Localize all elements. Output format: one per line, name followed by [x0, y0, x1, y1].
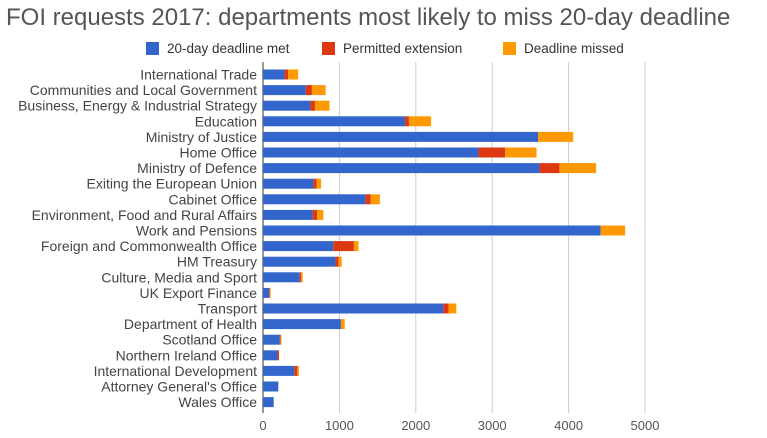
- category-label-cabinet-office: Cabinet Office: [169, 191, 258, 207]
- bar-ministry-of-justice-deadline-missed: [538, 131, 574, 142]
- x-tick-label-1000: 1000: [325, 418, 354, 433]
- category-label-attorney-general-s-office: Attorney General's Office: [101, 379, 257, 395]
- category-label-work-and-pensions: Work and Pensions: [136, 223, 257, 239]
- bar-cabinet-office-deadline-missed: [370, 194, 380, 205]
- bar-education-deadline-missed: [408, 116, 432, 127]
- bar-ministry-of-justice-20-day-deadline-met: [263, 131, 539, 142]
- bar-international-development-20-day-deadline-met: [263, 365, 295, 376]
- bar-exiting-the-european-union-20-day-deadline-met: [263, 178, 314, 189]
- bar-cabinet-office-20-day-deadline-met: [263, 194, 366, 205]
- bar-department-of-health-deadline-missed: [340, 319, 345, 330]
- bar-ministry-of-defence-20-day-deadline-met: [263, 163, 540, 174]
- category-label-international-trade: International Trade: [140, 67, 257, 83]
- category-label-exiting-the-european-union: Exiting the European Union: [87, 176, 257, 192]
- bar-international-development-deadline-missed: [297, 365, 299, 376]
- x-tick-label-0: 0: [259, 418, 266, 433]
- bar-environment-food-and-rural-affairs-permitted-extension: [312, 209, 318, 220]
- bar-uk-export-finance-deadline-missed: [269, 287, 271, 298]
- category-label-foreign-and-commonwealth-office: Foreign and Commonwealth Office: [41, 238, 257, 254]
- bar-northern-ireland-office-permitted-extension: [277, 350, 280, 361]
- legend-item-deadline-met: 20-day deadline met: [146, 41, 289, 56]
- bar-foreign-and-commonwealth-office-deadline-missed: [353, 241, 359, 252]
- category-label-hm-treasury: HM Treasury: [177, 254, 257, 270]
- category-label-transport: Transport: [198, 301, 258, 317]
- x-tick-label-4000: 4000: [554, 418, 583, 433]
- bar-environment-food-and-rural-affairs-20-day-deadline-met: [263, 209, 313, 220]
- bar-home-office-permitted-extension: [478, 147, 506, 158]
- legend-label-permitted-extension: Permitted extension: [343, 41, 463, 56]
- bar-international-trade-permitted-extension: [284, 69, 289, 80]
- bar-environment-food-and-rural-affairs-deadline-missed: [317, 209, 324, 220]
- category-label-home-office: Home Office: [179, 145, 257, 161]
- bar-exiting-the-european-union-deadline-missed: [316, 178, 322, 189]
- bar-home-office-deadline-missed: [505, 147, 537, 158]
- bar-culture-media-and-sport-permitted-extension: [299, 272, 302, 283]
- category-label-international-development: International Development: [94, 363, 258, 379]
- bar-international-development-permitted-extension: [294, 365, 298, 376]
- bar-hm-treasury-deadline-missed: [338, 256, 342, 267]
- bar-work-and-pensions-20-day-deadline-met: [263, 225, 601, 236]
- bar-foreign-and-commonwealth-office-20-day-deadline-met: [263, 241, 334, 252]
- bar-business-energy-industrial-strategy-deadline-missed: [314, 100, 330, 111]
- x-tick-label-2000: 2000: [401, 418, 430, 433]
- bar-department-of-health-20-day-deadline-met: [263, 319, 341, 330]
- chart-legend: 20-day deadline met Permitted extension …: [0, 41, 767, 61]
- bar-scotland-office-permitted-extension: [279, 334, 281, 345]
- bar-communities-and-local-government-deadline-missed: [311, 85, 326, 96]
- chart-title: FOI requests 2017: departments most like…: [6, 4, 731, 31]
- bar-business-energy-industrial-strategy-permitted-extension: [310, 100, 315, 111]
- bar-scotland-office-20-day-deadline-met: [263, 334, 280, 345]
- category-label-environment-food-and-rural-affairs: Environment, Food and Rural Affairs: [32, 207, 257, 223]
- legend-swatch-deadline-missed: [503, 42, 516, 55]
- bar-home-office-20-day-deadline-met: [263, 147, 479, 158]
- bar-uk-export-finance-permitted-extension: [269, 287, 270, 298]
- bar-ministry-of-defence-permitted-extension: [539, 163, 560, 174]
- category-label-wales-office: Wales Office: [178, 394, 257, 410]
- category-label-uk-export-finance: UK Export Finance: [140, 285, 258, 301]
- legend-swatch-deadline-met: [146, 42, 159, 55]
- legend-item-permitted-extension: Permitted extension: [322, 41, 462, 56]
- bar-culture-media-and-sport-deadline-missed: [301, 272, 303, 283]
- bar-transport-permitted-extension: [443, 303, 449, 314]
- bar-education-permitted-extension: [405, 116, 409, 127]
- legend-label-deadline-missed: Deadline missed: [524, 41, 624, 56]
- bar-transport-deadline-missed: [448, 303, 457, 314]
- category-label-northern-ireland-office: Northern Ireland Office: [116, 347, 258, 363]
- category-label-business-energy-industrial-strategy: Business, Energy & Industrial Strategy: [18, 98, 257, 114]
- legend-label-deadline-met: 20-day deadline met: [167, 41, 290, 56]
- category-label-communities-and-local-government: Communities and Local Government: [30, 82, 257, 98]
- category-label-education: Education: [195, 113, 257, 129]
- bar-hm-treasury-20-day-deadline-met: [263, 256, 336, 267]
- bar-hm-treasury-permitted-extension: [335, 256, 339, 267]
- bar-business-energy-industrial-strategy-20-day-deadline-met: [263, 100, 311, 111]
- bar-international-trade-20-day-deadline-met: [263, 69, 285, 80]
- bar-education-20-day-deadline-met: [263, 116, 406, 127]
- category-label-department-of-health: Department of Health: [124, 316, 257, 332]
- bar-cabinet-office-permitted-extension: [365, 194, 371, 205]
- bar-attorney-general-s-office-20-day-deadline-met: [263, 381, 279, 392]
- bar-wales-office-20-day-deadline-met: [263, 397, 274, 408]
- bar-international-trade-deadline-missed: [288, 69, 299, 80]
- category-label-ministry-of-defence: Ministry of Defence: [137, 160, 257, 176]
- x-tick-label-3000: 3000: [478, 418, 507, 433]
- bar-scotland-office-deadline-missed: [280, 334, 282, 345]
- category-label-scotland-office: Scotland Office: [162, 332, 257, 348]
- bar-foreign-and-commonwealth-office-permitted-extension: [333, 241, 354, 252]
- legend-item-deadline-missed: Deadline missed: [503, 41, 624, 56]
- x-tick-label-5000: 5000: [631, 418, 660, 433]
- bar-communities-and-local-government-permitted-extension: [305, 85, 312, 96]
- bar-work-and-pensions-deadline-missed: [600, 225, 626, 236]
- legend-swatch-permitted-extension: [322, 42, 335, 55]
- bar-ministry-of-defence-deadline-missed: [559, 163, 597, 174]
- bar-exiting-the-european-union-permitted-extension: [313, 178, 317, 189]
- bar-culture-media-and-sport-20-day-deadline-met: [263, 272, 300, 283]
- category-label-ministry-of-justice: Ministry of Justice: [146, 129, 257, 145]
- bar-northern-ireland-office-20-day-deadline-met: [263, 350, 278, 361]
- category-label-culture-media-and-sport: Culture, Media and Sport: [101, 269, 257, 285]
- bar-uk-export-finance-20-day-deadline-met: [263, 287, 270, 298]
- bar-transport-20-day-deadline-met: [263, 303, 444, 314]
- bar-communities-and-local-government-20-day-deadline-met: [263, 85, 306, 96]
